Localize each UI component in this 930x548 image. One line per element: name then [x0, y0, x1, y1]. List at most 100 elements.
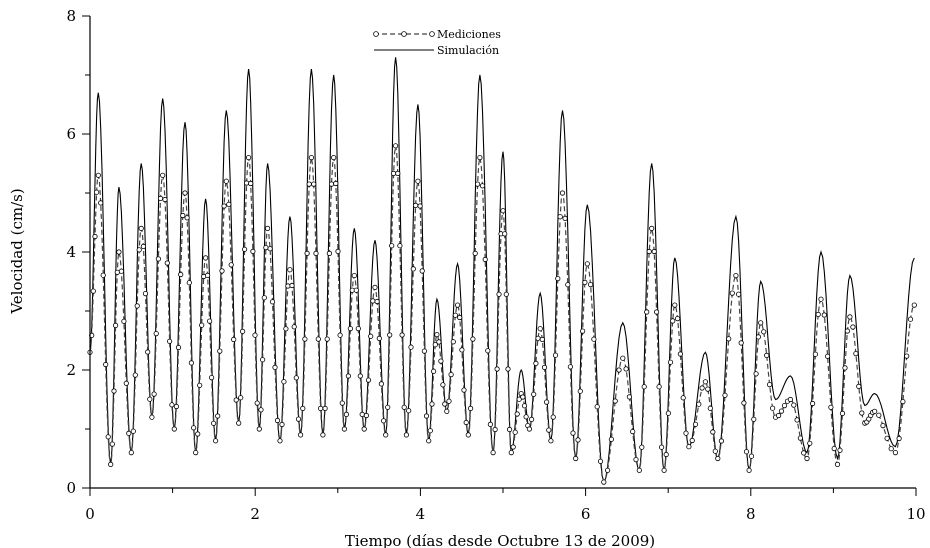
mediciones-point [297, 432, 304, 438]
mediciones-point [900, 398, 906, 405]
mediciones-point [147, 396, 153, 402]
mediciones-point [663, 451, 669, 458]
mediciones-point [503, 291, 509, 297]
mediciones-point [264, 225, 271, 231]
mediciones-point [180, 212, 186, 219]
mediciones-point [514, 411, 520, 417]
mediciones-point [267, 246, 273, 252]
legend-mediciones-marker [373, 31, 379, 37]
mediciones-point [378, 381, 384, 387]
mediciones-point [448, 371, 454, 378]
mediciones-point [450, 339, 456, 345]
mediciones-point [751, 416, 757, 422]
mediciones-point [421, 348, 427, 354]
mediciones-point [794, 417, 800, 423]
mediciones-point [281, 379, 287, 385]
mediciones-point [389, 243, 395, 249]
legend-mediciones-label: Mediciones [437, 28, 501, 41]
x-tick-label: 4 [416, 505, 426, 523]
mediciones-point [683, 430, 689, 436]
mediciones-point [872, 408, 878, 414]
mediciones-point [430, 368, 437, 374]
mediciones-point [612, 398, 618, 404]
mediciones-point [541, 364, 548, 370]
y-axis-title: Velocidad (cm/s) [8, 188, 26, 314]
mediciones-point [653, 309, 660, 315]
mediciones-point [429, 401, 435, 407]
mediciones-point [209, 374, 215, 381]
mediciones-point [587, 281, 594, 288]
mediciones-point [479, 183, 486, 189]
mediciones-point [328, 181, 335, 187]
mediciones-point [191, 425, 197, 431]
mediciones-point [508, 449, 514, 456]
mediciones-point [359, 411, 365, 417]
mediciones-point [277, 438, 283, 444]
mediciones-point [761, 329, 767, 335]
mediciones-point [419, 268, 425, 274]
mediciones-point [787, 396, 794, 403]
mediciones-point [452, 312, 458, 318]
mediciones-point [287, 267, 293, 273]
mediciones-point [95, 172, 101, 178]
mediciones-point [392, 143, 399, 149]
mediciones-point [415, 178, 421, 184]
mediciones-point [215, 413, 221, 419]
mediciones-point [423, 413, 430, 419]
mediciones-point [528, 416, 535, 422]
mediciones-point [108, 461, 114, 467]
mediciones-point [797, 435, 804, 441]
mediciones-point [406, 408, 412, 414]
mediciones-point [98, 200, 104, 206]
mediciones-point [844, 328, 851, 334]
mediciones-point [315, 336, 321, 342]
mediciones-point [132, 372, 138, 378]
mediciones-point [537, 326, 543, 332]
mediciones-point [410, 266, 416, 272]
mediciones-point [459, 347, 465, 353]
mediciones-point [113, 322, 119, 328]
mediciones-point [223, 178, 229, 184]
mediciones-point [741, 400, 747, 406]
mediciones-point [238, 395, 244, 401]
mediciones-point [226, 201, 232, 207]
mediciones-point [733, 272, 739, 279]
mediciones-point [136, 247, 142, 253]
mediciones-point [195, 431, 201, 437]
mediciones-point [644, 309, 650, 315]
mediciones-point [775, 412, 782, 419]
mediciones-point [193, 449, 199, 456]
mediciones-point [211, 420, 217, 426]
mediciones-point [291, 324, 297, 330]
mediciones-point [834, 461, 841, 467]
mediciones-point [623, 366, 629, 372]
mediciones-point [722, 392, 728, 398]
mediciones-point [633, 456, 639, 463]
mediciones-point [173, 403, 179, 410]
mediciones-point [656, 384, 662, 390]
mediciones-point [896, 435, 902, 442]
mediciones-point [597, 458, 604, 464]
mediciones-point [718, 438, 725, 444]
mediciones-point [345, 373, 351, 379]
mediciones-point [658, 444, 665, 450]
mediciones-point [565, 282, 571, 288]
mediciones-point [791, 402, 797, 408]
mediciones-point [94, 189, 100, 195]
mediciones-point [252, 332, 258, 338]
mediciones-point [186, 280, 192, 286]
mediciones-point [331, 155, 337, 161]
mediciones-point [591, 336, 597, 342]
mediciones-point [355, 325, 361, 332]
mediciones-point [552, 352, 559, 358]
mediciones-point [500, 208, 506, 214]
mediciones-point [807, 440, 813, 446]
mediciones-point [523, 414, 529, 420]
mediciones-point [665, 410, 672, 416]
mediciones-point [531, 391, 537, 397]
mediciones-point [516, 396, 522, 402]
mediciones-point [311, 181, 317, 187]
x-axis-title: Tiempo (días desde Octubre 13 de 2009) [345, 532, 655, 548]
mediciones-point [548, 438, 554, 444]
mediciones-point [343, 411, 349, 417]
